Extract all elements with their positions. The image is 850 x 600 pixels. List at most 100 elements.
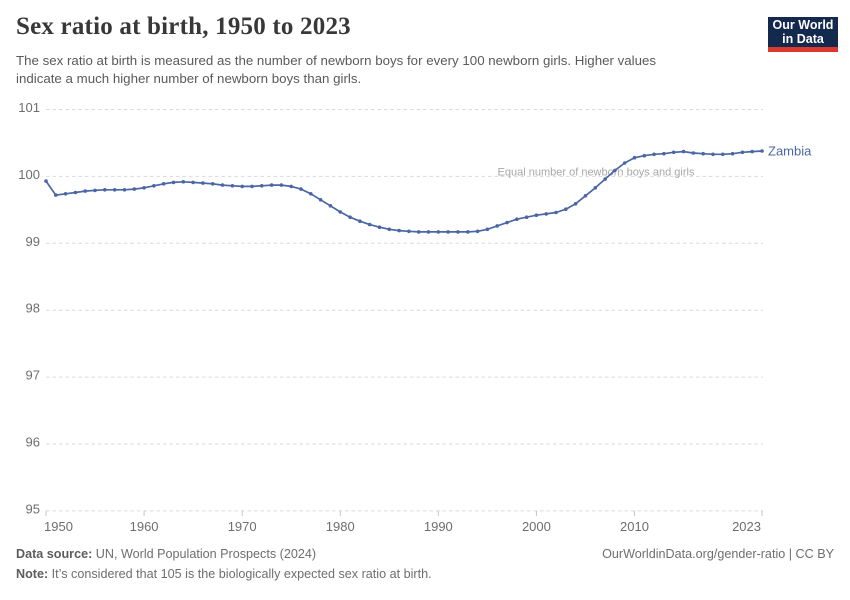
chart-footer: Data source: UN, World Population Prospe… (16, 546, 834, 582)
data-point-2006 (593, 186, 598, 190)
data-point-1954 (83, 189, 87, 193)
data-point-2013 (662, 151, 666, 156)
data-point-2017 (701, 151, 705, 156)
note-label: Note: (16, 567, 49, 581)
footer-row-source: Data source: UN, World Population Prospe… (16, 546, 834, 562)
data-point-1958 (122, 188, 127, 192)
data-point-2010 (632, 155, 637, 160)
data-point-1975 (289, 184, 294, 189)
data-source-label: Data source: (16, 547, 93, 561)
data-point-1967 (210, 182, 215, 186)
data-point-1989 (426, 230, 431, 234)
data-point-2023 (760, 149, 764, 153)
y-axis-label-101: 101 (18, 100, 40, 115)
data-point-1963 (171, 180, 176, 185)
data-point-1955 (93, 188, 97, 193)
data-point-1974 (279, 183, 284, 187)
data-point-1991 (446, 230, 450, 234)
data-source: Data source: UN, World Population Prospe… (16, 546, 316, 562)
equal-ratio-annotation: Equal number of newborn boys and girls (498, 166, 695, 178)
data-point-2021 (740, 150, 745, 155)
data-point-2020 (730, 151, 735, 156)
data-point-1966 (201, 181, 205, 185)
data-point-1976 (299, 187, 303, 191)
data-point-1980 (338, 210, 343, 214)
data-point-2015 (681, 149, 686, 154)
data-point-1962 (161, 182, 166, 186)
series-label-zambia: Zambia (768, 143, 812, 158)
chart-subtitle-line2: indicate a much higher number of newborn… (16, 71, 362, 86)
note-text: It’s considered that 105 is the biologic… (48, 567, 432, 581)
data-point-2011 (642, 153, 647, 158)
data-point-1953 (73, 190, 78, 195)
x-axis-label-1990: 1990 (424, 519, 453, 534)
y-axis-label-95: 95 (26, 501, 40, 516)
owid-logo-line2: in Data (782, 32, 824, 46)
x-axis-label-2023: 2023 (732, 519, 761, 534)
data-point-2008 (613, 168, 617, 173)
data-point-2002 (554, 210, 558, 215)
data-point-1983 (367, 222, 372, 227)
data-point-1952 (63, 192, 68, 196)
data-point-1985 (387, 227, 392, 232)
x-axis-label-2000: 2000 (522, 519, 551, 534)
data-point-1977 (309, 192, 313, 196)
data-source-text: UN, World Population Prospects (2024) (92, 547, 317, 561)
data-point-1971 (250, 184, 254, 189)
data-point-2014 (671, 150, 676, 155)
y-axis-label-96: 96 (26, 435, 40, 450)
data-point-1959 (132, 187, 137, 191)
data-point-2018 (711, 152, 715, 157)
data-point-2004 (573, 202, 578, 206)
data-point-1957 (112, 188, 117, 192)
owid-url-link[interactable]: OurWorldinData.org/gender-ratio | CC BY (602, 547, 834, 561)
x-axis-label-1950: 1950 (44, 519, 73, 534)
y-axis-label-100: 100 (18, 167, 40, 182)
y-axis-label-98: 98 (26, 301, 40, 316)
data-point-1972 (260, 184, 264, 188)
data-point-1951 (54, 193, 58, 197)
data-point-2000 (534, 213, 539, 217)
x-axis-label-1970: 1970 (228, 519, 257, 534)
owid-logo[interactable]: Our World in Data (768, 17, 838, 52)
data-point-2005 (583, 194, 588, 198)
x-axis-label-1980: 1980 (326, 519, 355, 534)
data-point-1994 (475, 229, 480, 234)
data-point-1984 (377, 225, 382, 229)
data-point-2012 (652, 152, 656, 157)
data-point-1986 (397, 228, 401, 233)
data-point-1960 (142, 186, 146, 190)
data-point-1997 (505, 220, 509, 225)
data-point-2022 (750, 149, 754, 154)
data-point-1968 (220, 183, 225, 187)
data-point-2009 (622, 161, 627, 165)
y-axis-label-99: 99 (26, 234, 40, 249)
data-point-1987 (407, 229, 411, 234)
data-point-2001 (544, 212, 548, 216)
data-point-1965 (191, 180, 195, 185)
data-point-1950 (44, 179, 48, 183)
data-point-1998 (515, 217, 519, 221)
chart-subtitle-line1: The sex ratio at birth is measured as th… (16, 53, 657, 68)
data-point-1969 (230, 184, 235, 188)
data-point-1995 (485, 227, 490, 232)
data-point-1996 (495, 224, 500, 228)
owid-logo-line1: Our World (772, 18, 834, 32)
data-point-1970 (240, 184, 244, 189)
data-point-1992 (456, 230, 460, 234)
data-point-1979 (328, 204, 333, 208)
data-point-1999 (524, 215, 529, 219)
y-axis-label-97: 97 (26, 368, 40, 383)
series-line-zambia (45, 150, 763, 233)
x-axis-label-2010: 2010 (620, 519, 649, 534)
data-point-2007 (603, 177, 607, 181)
data-point-1993 (466, 230, 470, 234)
x-axis-label-1960: 1960 (130, 519, 159, 534)
data-point-1988 (416, 230, 421, 234)
data-point-1956 (103, 188, 107, 192)
data-point-1964 (181, 180, 186, 184)
data-point-1961 (152, 184, 156, 188)
data-point-2016 (691, 151, 696, 155)
data-point-1981 (348, 215, 352, 219)
